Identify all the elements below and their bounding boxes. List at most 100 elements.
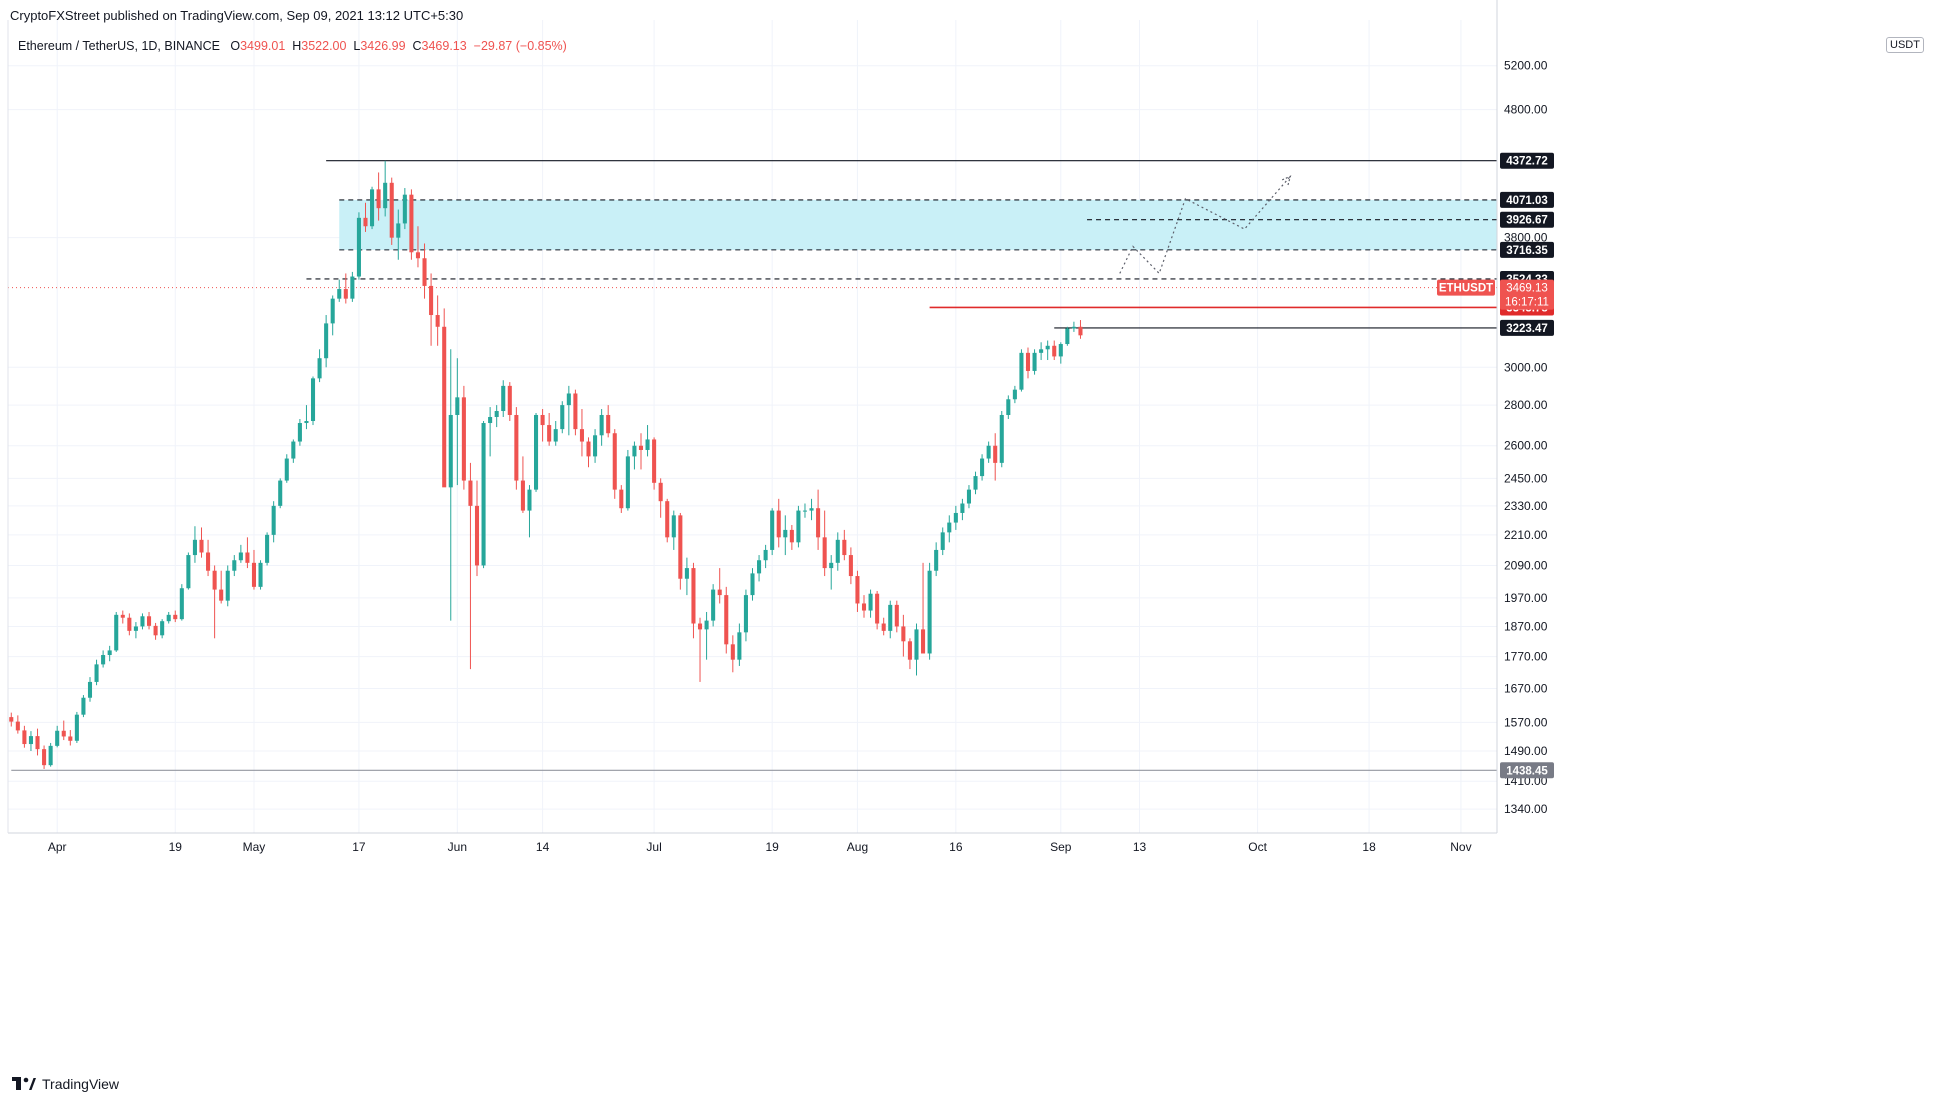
candle-body[interactable] — [606, 414, 611, 434]
candle-body[interactable] — [999, 414, 1004, 463]
candle-body[interactable] — [861, 603, 867, 611]
candle-body[interactable] — [114, 614, 119, 651]
candle-body[interactable] — [809, 508, 814, 511]
candle-body[interactable] — [251, 562, 257, 587]
candle-body[interactable] — [284, 458, 289, 481]
candle-body[interactable] — [875, 593, 880, 624]
candle-body[interactable] — [488, 416, 493, 424]
candle-body[interactable] — [376, 189, 381, 209]
level-price-tag[interactable] — [1500, 762, 1554, 779]
level-price-tag[interactable] — [1500, 152, 1554, 169]
candle-body[interactable] — [547, 425, 552, 442]
candle-body[interactable] — [566, 393, 571, 406]
candle-body[interactable] — [691, 568, 696, 624]
candle-body[interactable] — [993, 445, 998, 463]
candle-body[interactable] — [455, 397, 460, 415]
candle-body[interactable] — [934, 549, 939, 571]
level-price-tag[interactable] — [1500, 191, 1554, 208]
candle-body[interactable] — [409, 194, 414, 253]
candle-body[interactable] — [87, 681, 93, 698]
candle-body[interactable] — [127, 617, 132, 631]
candle-body[interactable] — [146, 616, 152, 626]
candle-body[interactable] — [914, 629, 919, 660]
candle-body[interactable] — [638, 445, 644, 450]
candle-body[interactable] — [350, 276, 355, 299]
candle-body[interactable] — [770, 510, 775, 550]
candle-body[interactable] — [278, 480, 283, 506]
candle-body[interactable] — [1039, 349, 1044, 353]
candle-body[interactable] — [888, 604, 893, 631]
candle-body[interactable] — [258, 562, 263, 587]
level-price-tag[interactable] — [1500, 241, 1554, 258]
candle-body[interactable] — [343, 289, 348, 299]
candle-body[interactable] — [310, 378, 316, 422]
candle-body[interactable] — [947, 522, 952, 533]
candle-body[interactable] — [960, 503, 965, 513]
candle-body[interactable] — [986, 445, 991, 459]
candle-body[interactable] — [245, 552, 250, 563]
candle-body[interactable] — [711, 589, 716, 621]
candle-body[interactable] — [1058, 344, 1063, 357]
candle-body[interactable] — [468, 480, 473, 506]
candle-body[interactable] — [842, 539, 847, 556]
candle-body[interactable] — [730, 644, 735, 660]
candle-body[interactable] — [612, 433, 617, 490]
currency-unit[interactable]: USDT — [1886, 37, 1924, 53]
candle-body[interactable] — [1006, 399, 1011, 415]
candle-body[interactable] — [15, 721, 20, 731]
candle-body[interactable] — [370, 189, 375, 227]
candle-body[interactable] — [907, 641, 912, 660]
candle-body[interactable] — [625, 456, 630, 509]
candle-body[interactable] — [671, 515, 676, 538]
candle-body[interactable] — [1019, 352, 1024, 390]
candle-body[interactable] — [402, 194, 407, 224]
candle-body[interactable] — [743, 595, 748, 633]
candle-body[interactable] — [435, 315, 440, 327]
symbol-description[interactable]: Ethereum / TetherUS, 1D, BINANCE — [18, 39, 220, 53]
candle-body[interactable] — [829, 562, 834, 569]
candle-body[interactable] — [324, 323, 329, 359]
candle-body[interactable] — [422, 258, 427, 286]
candle-body[interactable] — [894, 604, 899, 627]
candle-body[interactable] — [658, 482, 663, 502]
candle-body[interactable] — [232, 560, 237, 571]
candle-body[interactable] — [494, 411, 499, 417]
candle-body[interactable] — [980, 458, 985, 477]
last-price-tag[interactable] — [1500, 279, 1554, 310]
candle-body[interactable] — [789, 529, 794, 543]
candle-body[interactable] — [317, 358, 322, 379]
candle-body[interactable] — [1045, 345, 1050, 350]
candle-body[interactable] — [199, 539, 204, 553]
candle-body[interactable] — [514, 414, 519, 481]
candle-body[interactable] — [304, 421, 309, 424]
candle-body[interactable] — [540, 414, 545, 426]
candle-body[interactable] — [750, 573, 755, 596]
candle-body[interactable] — [74, 714, 79, 741]
candle-body[interactable] — [717, 589, 722, 596]
candle-body[interactable] — [481, 423, 486, 566]
candle-body[interactable] — [527, 489, 532, 511]
candle-body[interactable] — [429, 285, 434, 316]
candle-body[interactable] — [724, 595, 729, 645]
candle-body[interactable] — [166, 614, 171, 622]
candle-body[interactable] — [678, 515, 683, 579]
candle-body[interactable] — [448, 414, 453, 488]
candle-body[interactable] — [697, 623, 703, 630]
candle-body[interactable] — [835, 539, 840, 563]
candle-body[interactable] — [297, 423, 302, 442]
candle-body[interactable] — [120, 614, 125, 618]
candle-body[interactable] — [396, 223, 401, 238]
candle-body[interactable] — [501, 385, 506, 412]
candle-body[interactable] — [28, 736, 33, 745]
candle-body[interactable] — [101, 655, 106, 665]
candle-body[interactable] — [238, 552, 243, 561]
candle-body[interactable] — [22, 730, 27, 745]
candle-body[interactable] — [1012, 389, 1017, 400]
candle-body[interactable] — [927, 570, 932, 654]
candle-body[interactable] — [442, 326, 447, 488]
candle-body[interactable] — [186, 555, 191, 589]
candle-body[interactable] — [704, 620, 709, 630]
candle-body[interactable] — [265, 534, 270, 563]
candle-body[interactable] — [271, 505, 276, 535]
